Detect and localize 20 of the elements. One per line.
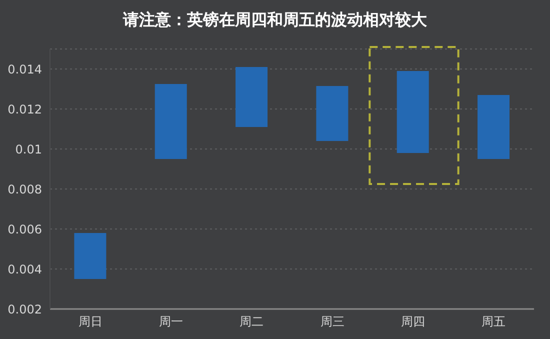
bar: [396, 71, 429, 153]
chart-title: 请注意：英镑在周四和周五的波动相对较大: [122, 10, 428, 31]
x-tick-label: 周二: [240, 314, 264, 329]
y-tick-label: 0.012: [8, 102, 42, 116]
x-tick-label: 周日: [78, 314, 102, 329]
x-tick-label: 周五: [482, 314, 506, 329]
x-tick-label: 周一: [159, 314, 183, 329]
bar: [236, 67, 268, 127]
y-tick-label: 0.006: [8, 222, 42, 236]
x-tick-label: 周三: [320, 314, 344, 329]
bar: [478, 95, 510, 159]
y-tick-label: 0.014: [8, 62, 42, 76]
bar: [74, 233, 106, 279]
y-tick-label: 0.008: [8, 182, 42, 196]
y-tick-label: 0.004: [8, 262, 42, 276]
y-tick-label: 0.002: [8, 302, 42, 316]
bar: [316, 86, 348, 141]
y-tick-label: 0.01: [15, 142, 42, 156]
x-tick-label: 周四: [401, 314, 425, 329]
bar: [154, 84, 187, 159]
